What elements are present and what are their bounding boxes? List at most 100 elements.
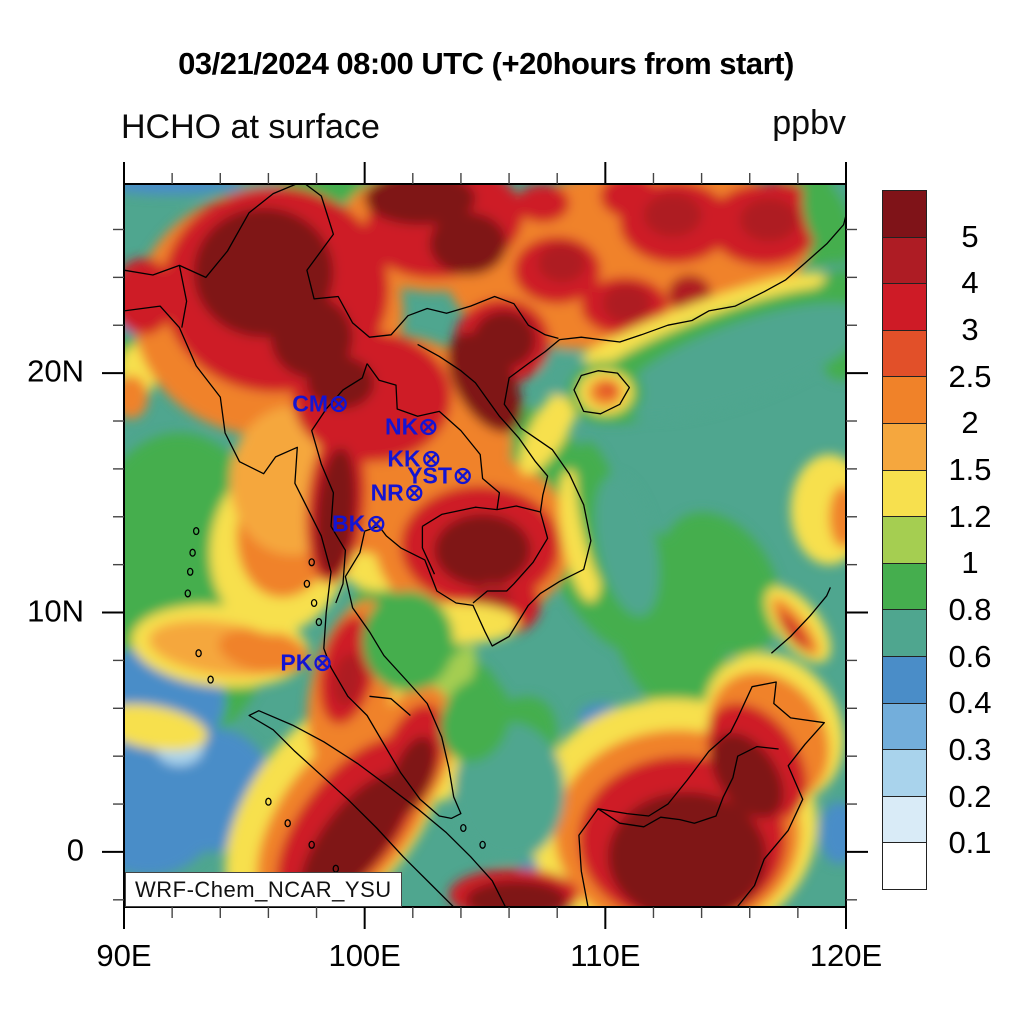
station-label: NR <box>370 479 404 506</box>
station-label: PK <box>280 649 313 676</box>
station-label: NK <box>385 413 419 440</box>
small-island <box>308 558 315 567</box>
colorbar-segment <box>883 423 926 471</box>
colorbar-tick-label: 3 <box>961 312 979 347</box>
x-axis-tick-label: 100E <box>328 938 401 973</box>
x-axis-tick-label: 120E <box>809 938 883 973</box>
x-axis-tick-label: 110E <box>570 938 641 973</box>
station-nk: NK <box>385 413 438 440</box>
colorbar-segment <box>883 284 926 331</box>
small-island <box>195 649 202 658</box>
units-label: ppbv <box>772 104 846 142</box>
circle-cross-marker-icon <box>454 467 471 485</box>
small-island <box>284 819 291 828</box>
colorbar-tick-label: 2 <box>961 405 979 441</box>
small-island <box>308 840 315 849</box>
small-island <box>315 618 323 627</box>
border-india <box>178 265 188 328</box>
station-label: KK <box>387 445 421 472</box>
x-axis-tick-label: 90E <box>96 938 152 973</box>
colorbar-segment <box>883 563 926 611</box>
mainland-coast <box>124 214 846 820</box>
circle-cross-marker-icon <box>314 654 331 671</box>
colorbar-tick-label: 4 <box>961 265 979 301</box>
station-bk: BK <box>332 510 385 537</box>
colorbar-segment <box>883 517 926 564</box>
circle-cross-marker-icon <box>420 418 437 436</box>
colorbar-segment <box>883 470 926 518</box>
chart-title: HCHO at surface <box>121 108 380 146</box>
field-layer <box>124 184 846 907</box>
station-kk: KK <box>387 446 440 473</box>
border-borneo <box>597 745 779 828</box>
colorbar-segment <box>883 330 926 378</box>
colorbar-tick-label: 0.2 <box>948 778 992 814</box>
map-frame <box>123 183 847 908</box>
hainan <box>573 370 631 415</box>
colorbar-tick-label: 0.4 <box>948 685 992 721</box>
small-island <box>189 548 196 557</box>
colorbar-tick-label: 0.6 <box>948 638 992 674</box>
station-yst: YST <box>407 463 472 490</box>
circle-cross-marker-icon <box>330 395 347 412</box>
colorbar-segment <box>883 703 926 751</box>
border-laos-vietnam <box>417 343 549 513</box>
station-nr: NR <box>371 479 424 506</box>
colorbar-segment <box>883 796 926 844</box>
palawan <box>770 587 831 654</box>
border-cambodia-west <box>421 526 436 575</box>
station-pk: PK <box>280 649 332 676</box>
small-island <box>186 567 194 576</box>
colorbar-tick-label: 1.5 <box>948 452 992 487</box>
colorbar-tick-label: 0.8 <box>948 592 992 627</box>
colorbar-segment <box>883 377 926 424</box>
station-cm: CM <box>292 390 348 417</box>
colorbar-tick-label: 1.2 <box>948 498 992 534</box>
circle-cross-marker-icon <box>406 484 423 501</box>
colorbar-tick-label: 0.3 <box>948 732 992 767</box>
plot-date-title: 03/21/2024 08:00 UTC (+20hours from star… <box>178 46 794 81</box>
field-blobs <box>124 184 846 907</box>
border-cambodia-vietnam <box>472 511 549 604</box>
borneo <box>578 681 825 907</box>
small-island <box>207 675 214 684</box>
small-island <box>265 797 272 806</box>
sumatra <box>248 710 507 907</box>
colorbar-segment <box>883 237 926 285</box>
circle-cross-marker-icon <box>367 515 384 533</box>
colorbar-tick-label: 0.1 <box>948 825 992 861</box>
border-mekong <box>366 363 501 510</box>
colorbar-segment <box>883 610 926 657</box>
y-axis-tick-label: 10N <box>27 593 84 629</box>
small-island <box>460 823 467 833</box>
border-north <box>124 184 559 340</box>
y-axis-tick-label: 20N <box>27 353 84 389</box>
colorbar-tick-label: 5 <box>961 218 979 254</box>
station-label: BK <box>332 510 366 537</box>
y-axis-tick-label: 0 <box>66 832 84 868</box>
station-label: YST <box>407 462 452 489</box>
colorbar-segment <box>883 656 926 704</box>
colorbar-segment <box>883 843 926 889</box>
coastline-layer <box>124 184 846 907</box>
small-island <box>303 579 311 588</box>
border-malaysia-thailand <box>369 695 411 716</box>
border-cambodia-north <box>422 505 541 527</box>
circle-cross-marker-icon <box>422 451 440 468</box>
colorbar <box>882 190 927 890</box>
small-island <box>310 598 318 608</box>
model-watermark: WRF-Chem_NCAR_YSU <box>125 872 402 907</box>
tick-marks <box>102 162 868 929</box>
station-label: CM <box>292 390 328 417</box>
small-island <box>184 589 192 598</box>
small-island <box>192 527 200 536</box>
colorbar-segment <box>883 750 926 797</box>
small-island <box>479 840 486 849</box>
colorbar-tick-label: 2.5 <box>948 358 992 394</box>
colorbar-tick-label: 1 <box>961 545 979 581</box>
border-myanmar-thailand <box>311 363 368 604</box>
colorbar-segment <box>883 191 926 238</box>
